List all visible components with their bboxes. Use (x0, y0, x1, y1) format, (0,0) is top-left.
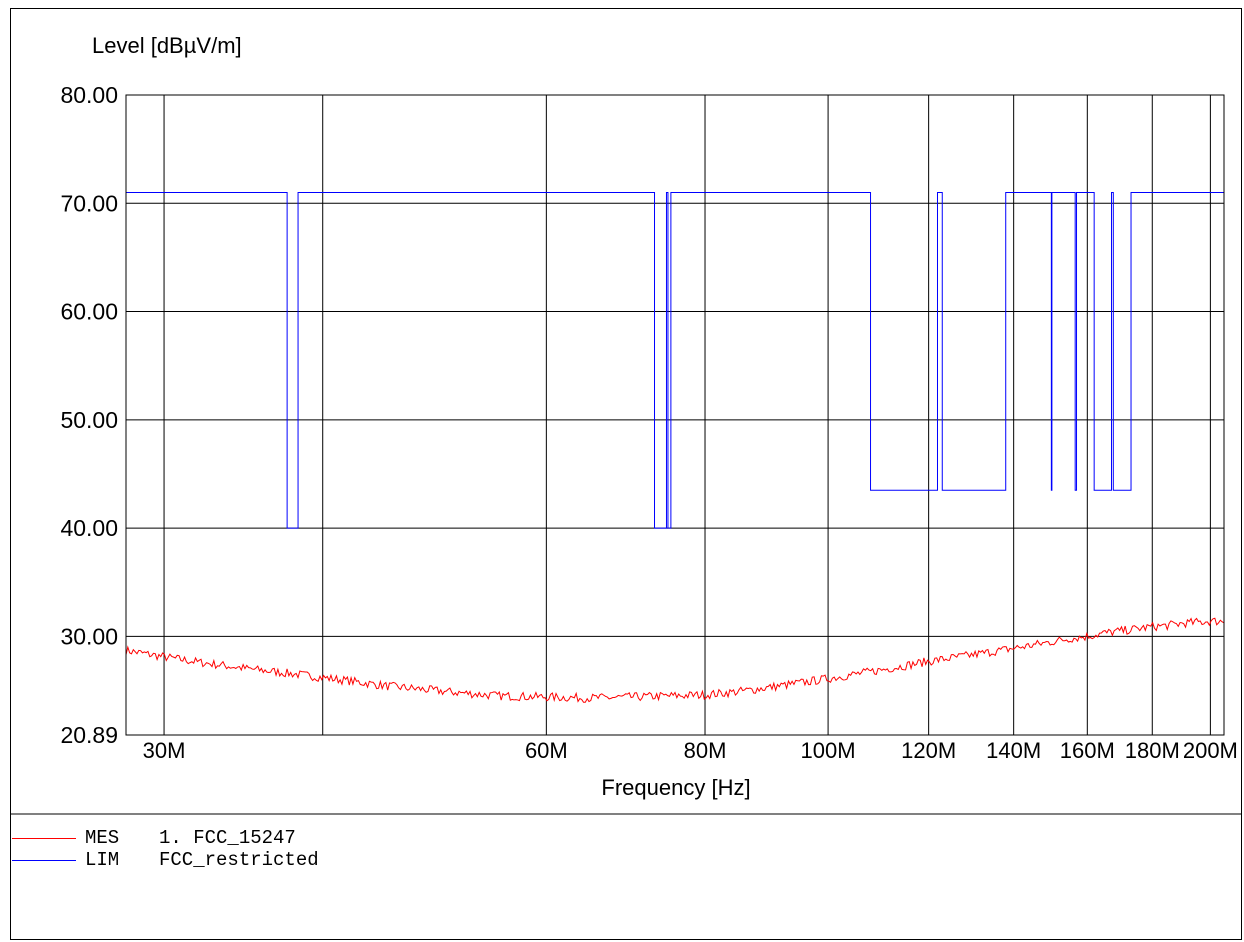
y-tick-label: 70.00 (60, 190, 118, 216)
x-tick-labels: 30M 60M 80M 100M 120M 140M 160M 180M 200M (143, 738, 1238, 763)
series-line-lim (126, 191, 1224, 529)
y-tick-label: 40.00 (60, 515, 118, 541)
grid (126, 95, 1224, 735)
legend-series-name: 1. FCC_15247 (159, 827, 296, 849)
x-tick-label: 80M (684, 738, 727, 763)
y-tick-label: 80.00 (60, 82, 118, 108)
x-tick-label: 140M (986, 738, 1041, 763)
y-tick-label: 30.00 (60, 623, 118, 649)
x-tick-label: 180M (1125, 738, 1180, 763)
x-axis-label: Frequency [Hz] (601, 775, 750, 800)
x-tick-label: 100M (801, 738, 856, 763)
x-tick-label: 60M (525, 738, 568, 763)
legend-series-name: FCC_restricted (159, 849, 319, 871)
legend-code: MES (85, 827, 120, 849)
y-axis-label: Level [dBµV/m] (92, 33, 242, 58)
y-tick-labels: 20.89 30.00 40.00 50.00 60.00 70.00 80.00 (60, 82, 118, 748)
y-tick-label: 50.00 (60, 407, 118, 433)
legend-code: LIM (85, 849, 120, 871)
x-tick-label: 160M (1060, 738, 1115, 763)
x-tick-label: 200M (1183, 738, 1238, 763)
chart-frame (10, 8, 1242, 940)
plot-border (125, 94, 1225, 736)
legend-swatch (12, 860, 76, 861)
legend-swatch (12, 838, 76, 839)
series-layer (125, 191, 1225, 703)
y-tick-label: 20.89 (60, 722, 118, 748)
x-tick-label: 120M (901, 738, 956, 763)
x-tick-label: 30M (143, 738, 186, 763)
y-tick-label: 60.00 (60, 299, 118, 325)
series-line-mes (125, 617, 1225, 703)
